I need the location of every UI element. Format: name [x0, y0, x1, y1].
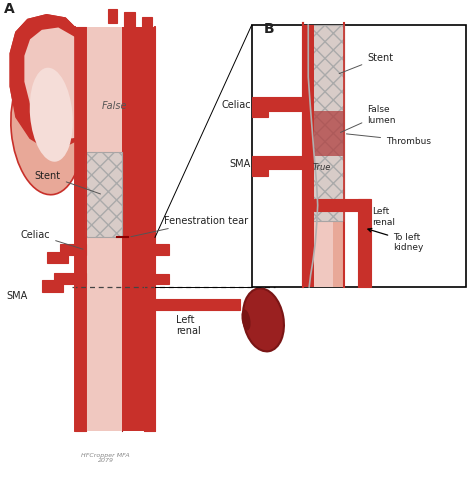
Ellipse shape — [30, 69, 73, 162]
Ellipse shape — [11, 64, 82, 195]
Polygon shape — [144, 28, 155, 431]
Text: SMA: SMA — [7, 290, 27, 300]
Text: Thrombus: Thrombus — [346, 134, 431, 146]
Text: Stent: Stent — [339, 53, 393, 74]
Text: Left
renal: Left renal — [372, 207, 395, 227]
FancyBboxPatch shape — [86, 153, 122, 238]
Polygon shape — [75, 28, 86, 431]
Text: HFCropper MFA
2079: HFCropper MFA 2079 — [81, 452, 130, 462]
Text: False
lumen: False lumen — [340, 105, 396, 133]
Polygon shape — [144, 28, 155, 431]
Text: Celiac: Celiac — [20, 230, 83, 250]
Polygon shape — [142, 18, 152, 32]
Polygon shape — [122, 28, 144, 431]
Polygon shape — [252, 107, 268, 118]
Text: Celiac: Celiac — [221, 100, 251, 109]
Polygon shape — [144, 299, 240, 311]
Text: False: False — [102, 101, 128, 111]
Polygon shape — [252, 97, 302, 112]
Text: To left
kidney: To left kidney — [368, 229, 423, 252]
Polygon shape — [124, 13, 135, 28]
Polygon shape — [144, 245, 169, 256]
Polygon shape — [54, 273, 86, 285]
Polygon shape — [108, 10, 117, 24]
Polygon shape — [24, 28, 122, 139]
Polygon shape — [302, 26, 314, 287]
Polygon shape — [24, 28, 122, 139]
Ellipse shape — [243, 288, 284, 352]
Polygon shape — [46, 253, 68, 264]
Polygon shape — [10, 16, 155, 151]
Polygon shape — [86, 28, 122, 431]
Polygon shape — [75, 28, 86, 431]
Polygon shape — [314, 26, 333, 287]
Polygon shape — [302, 26, 314, 287]
Text: SMA: SMA — [229, 158, 251, 168]
Text: B: B — [264, 22, 274, 36]
Text: A: A — [4, 2, 15, 16]
Text: Fenestration tear: Fenestration tear — [131, 216, 248, 237]
Text: Left
renal: Left renal — [176, 314, 201, 336]
Polygon shape — [314, 199, 370, 212]
Polygon shape — [42, 280, 63, 292]
Polygon shape — [60, 245, 86, 256]
Polygon shape — [86, 28, 122, 431]
Polygon shape — [144, 274, 169, 285]
Polygon shape — [333, 26, 344, 287]
Polygon shape — [314, 112, 344, 157]
Polygon shape — [358, 199, 371, 287]
Ellipse shape — [241, 310, 251, 331]
Text: True: True — [312, 163, 331, 172]
Polygon shape — [252, 157, 302, 169]
Polygon shape — [122, 28, 144, 431]
Text: Stent: Stent — [35, 171, 100, 194]
Polygon shape — [10, 16, 155, 151]
FancyBboxPatch shape — [302, 26, 344, 221]
Polygon shape — [252, 165, 268, 177]
FancyBboxPatch shape — [252, 26, 466, 287]
